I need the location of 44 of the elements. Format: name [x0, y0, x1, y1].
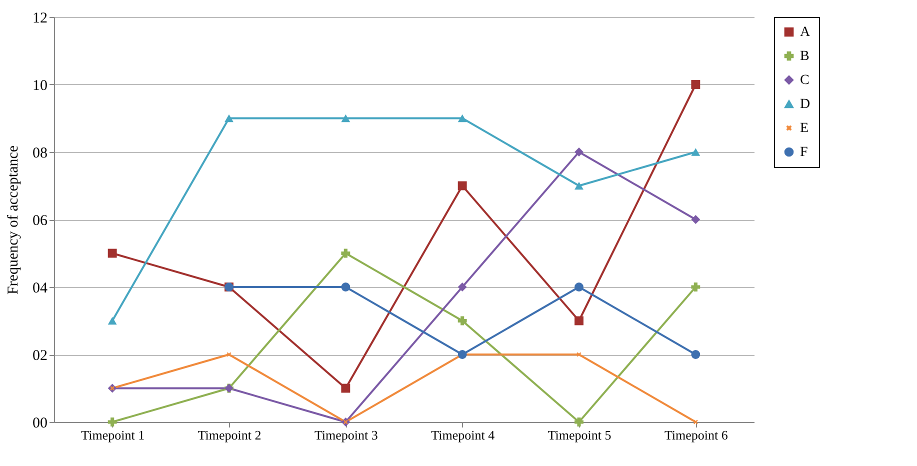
y-tick-label: 12: [32, 10, 48, 26]
point: [691, 282, 700, 292]
point: [691, 148, 700, 156]
point: [691, 80, 700, 89]
point: [341, 114, 350, 122]
y-tick-label: 06: [32, 213, 48, 229]
legend-label: D: [800, 97, 810, 112]
point: [691, 215, 700, 224]
x-tick-label: Timepoint 2: [198, 428, 262, 442]
point: [458, 114, 467, 122]
point: [224, 114, 234, 122]
x-tick-label: Timepoint 6: [664, 428, 728, 442]
point: [458, 282, 467, 292]
legend-label: F: [800, 145, 808, 160]
point: [693, 420, 698, 424]
x-tick-label: Timepoint 4: [431, 428, 496, 442]
y-axis-title: Frequency of acceptance: [6, 145, 22, 295]
x-tick-label: Timepoint 1: [81, 428, 145, 442]
point: [574, 418, 584, 426]
point: [341, 384, 350, 393]
x-tick-label: Timepoint 5: [548, 428, 612, 442]
y-tick-label: 10: [32, 78, 48, 94]
point: [458, 181, 467, 190]
y-tick-label: 02: [32, 348, 48, 364]
point: [341, 248, 350, 258]
point: [458, 350, 467, 359]
point: [574, 282, 584, 292]
y-tick-label: 04: [32, 280, 48, 296]
point: [108, 316, 117, 325]
x-tick-label: Timepoint 3: [314, 428, 378, 442]
legend-label: E: [800, 121, 809, 136]
point: [574, 316, 584, 326]
point: [691, 350, 700, 359]
y-tick-label: 08: [32, 146, 48, 162]
legend-label: C: [800, 73, 810, 88]
legend-label: A: [800, 25, 811, 40]
point: [574, 182, 584, 190]
point: [108, 418, 117, 426]
point: [341, 282, 350, 292]
y-tick-label: 00: [32, 416, 48, 432]
point: [458, 316, 467, 326]
point: [108, 248, 117, 258]
point: [574, 148, 584, 156]
legend-label: B: [800, 49, 810, 64]
